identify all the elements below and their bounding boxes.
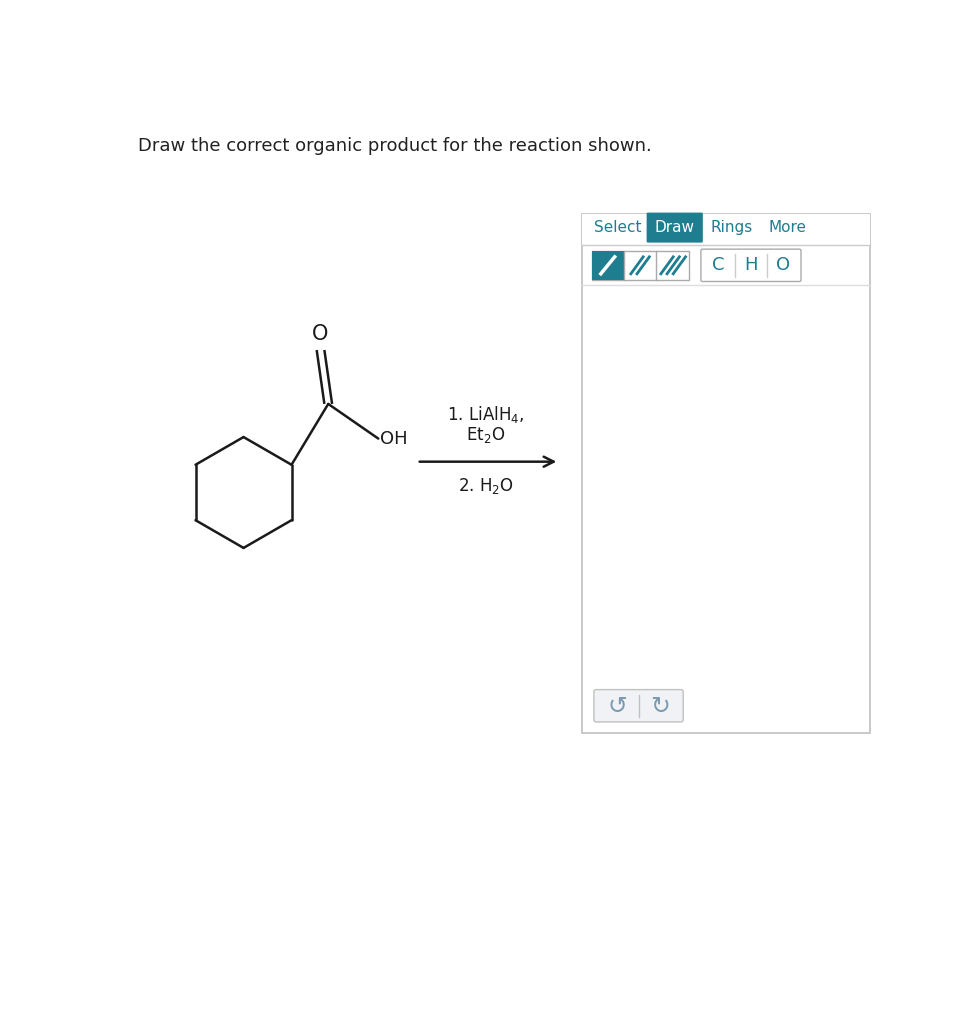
Text: C: C: [712, 256, 725, 274]
Text: Et$_2$O: Et$_2$O: [467, 425, 506, 444]
Bar: [591, 251, 624, 280]
Bar: [582, 214, 870, 733]
Text: OH: OH: [380, 430, 407, 447]
Text: O: O: [313, 324, 328, 344]
Text: Rings: Rings: [711, 220, 753, 236]
FancyBboxPatch shape: [594, 689, 683, 722]
Text: Draw the correct organic product for the reaction shown.: Draw the correct organic product for the…: [138, 137, 652, 155]
Text: O: O: [776, 256, 790, 274]
FancyBboxPatch shape: [701, 249, 801, 282]
Text: More: More: [768, 220, 806, 236]
Text: Draw: Draw: [655, 220, 694, 236]
Text: 2. H$_2$O: 2. H$_2$O: [458, 475, 514, 496]
Text: ↺: ↺: [608, 694, 627, 718]
Bar: [582, 214, 870, 245]
Text: 1. LiAlH$_4$,: 1. LiAlH$_4$,: [447, 403, 525, 425]
FancyBboxPatch shape: [647, 213, 703, 243]
Text: H: H: [744, 256, 758, 274]
Text: Select: Select: [593, 220, 641, 236]
Text: ↻: ↻: [650, 694, 669, 718]
Bar: [591, 251, 689, 280]
